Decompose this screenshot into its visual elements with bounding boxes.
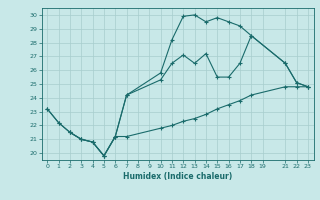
X-axis label: Humidex (Indice chaleur): Humidex (Indice chaleur): [123, 172, 232, 181]
